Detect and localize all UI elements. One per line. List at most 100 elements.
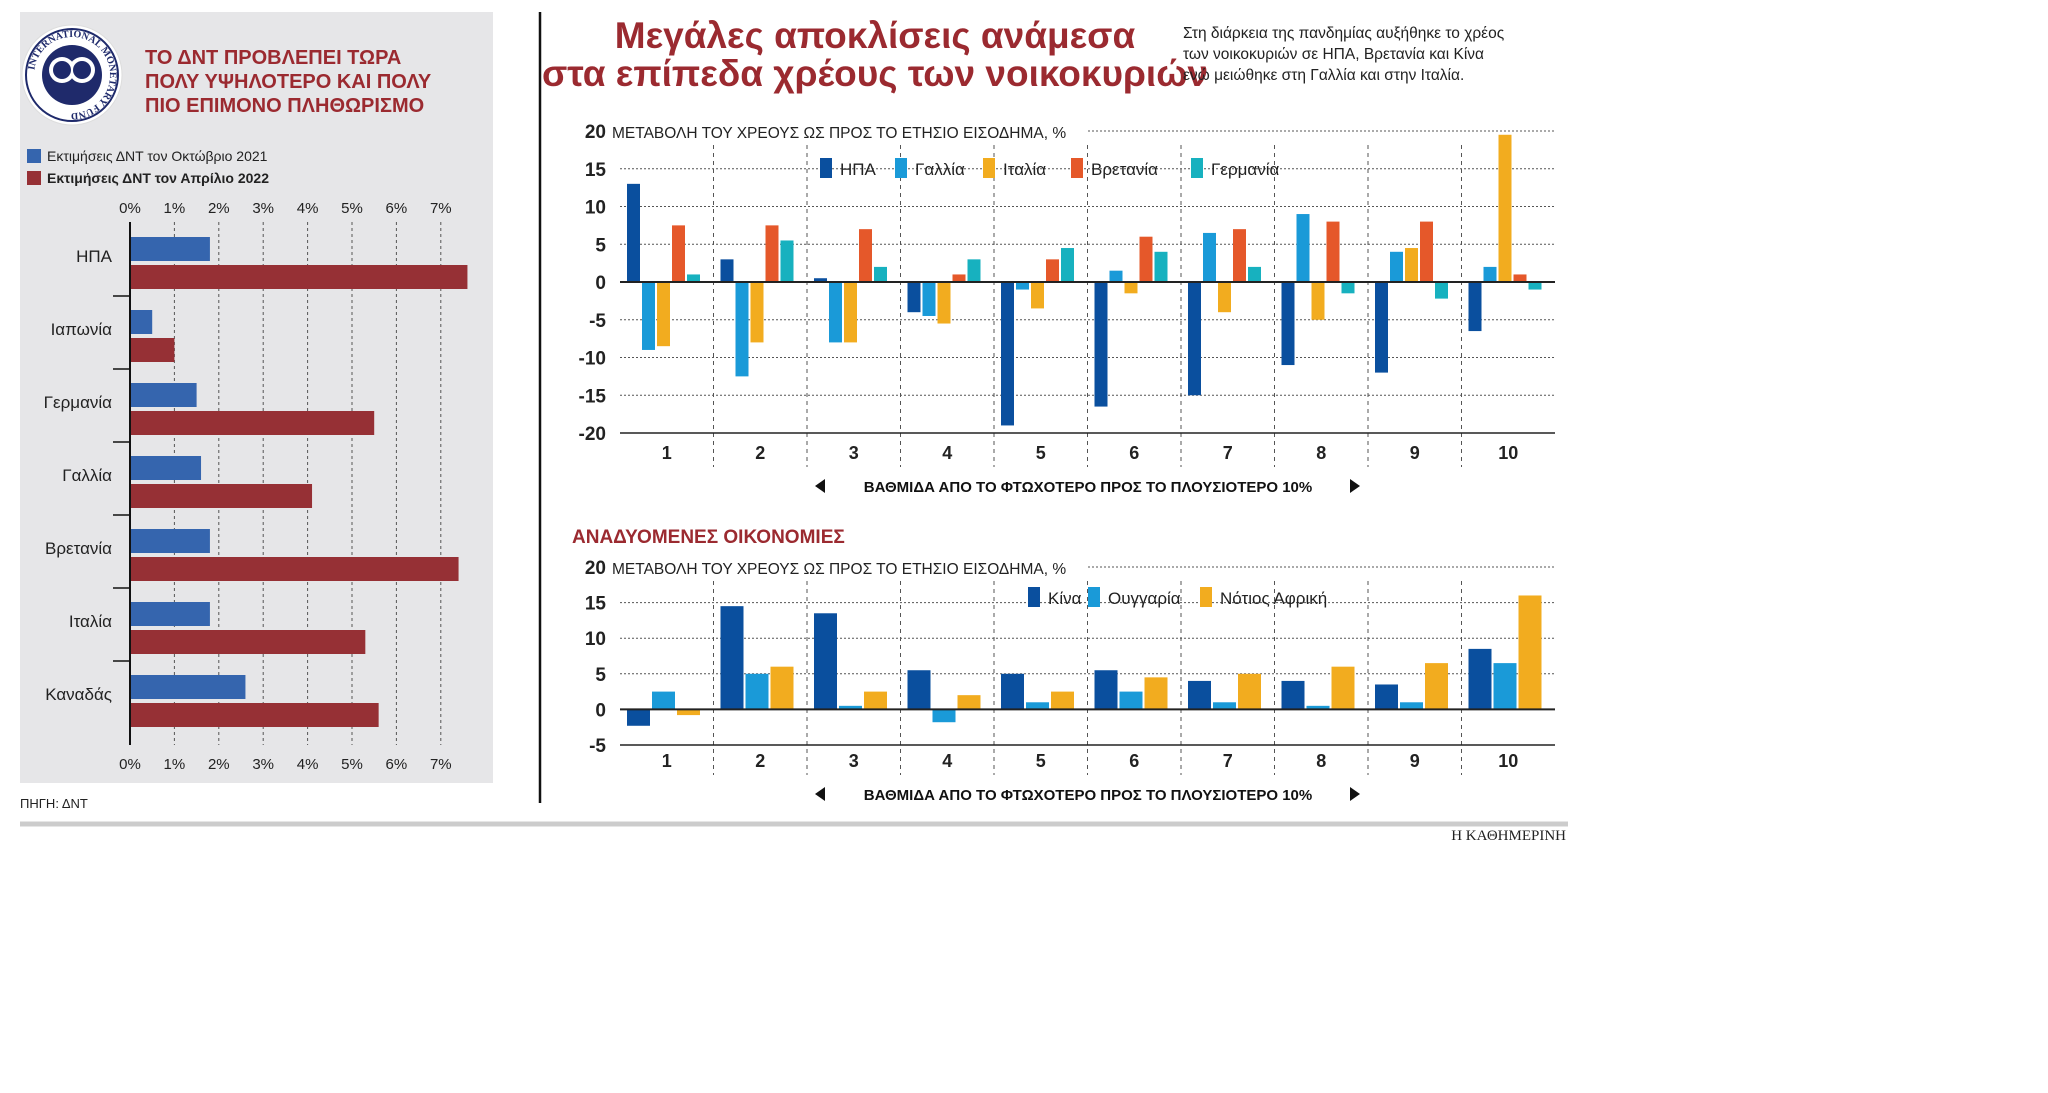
- bar-hungary: [1119, 691, 1143, 710]
- bar-south-africa: [1518, 595, 1542, 710]
- bar-germany: [1061, 248, 1074, 282]
- legend-label-usa: ΗΠΑ: [840, 160, 877, 179]
- legend-swatch-france: [895, 158, 907, 178]
- legend-label: Εκτιμήσεις ΔΝΤ τον Απρίλιο 2022: [47, 170, 269, 186]
- bar-south-africa: [1238, 673, 1261, 710]
- bar-france: [829, 282, 842, 343]
- legend-swatch-usa: [820, 158, 832, 178]
- bar-apr2022: [130, 411, 375, 435]
- bar-uk: [1233, 229, 1246, 282]
- bar-south-africa: [1331, 666, 1355, 710]
- bar-oct2021: [130, 675, 246, 699]
- right-subtitle-line: των νοικοκυριών σε ΗΠΑ, Βρετανία και Κίν…: [1183, 46, 1484, 63]
- bar-france: [1109, 270, 1123, 282]
- x-tick-label: 6: [1129, 443, 1139, 463]
- bar-apr2022: [130, 703, 379, 727]
- y-tick-label: 20: [585, 122, 606, 143]
- category-label: Ιταλία: [69, 612, 112, 631]
- bar-china: [1281, 680, 1305, 710]
- bar-oct2021: [130, 237, 210, 261]
- bar-china: [627, 709, 650, 726]
- y-tick-label: 10: [585, 629, 606, 650]
- y-axis-title: ΜΕΤΑΒΟΛΗ ΤΟΥ ΧΡΕΟΥΣ ΩΣ ΠΡΟΣ ΤΟ ΕΤΗΣΙΟ ΕΙ…: [612, 561, 1066, 578]
- bar-usa: [1188, 282, 1201, 396]
- bar-france: [922, 282, 936, 316]
- bar-usa: [1281, 282, 1295, 366]
- x-tick-label-bottom: 0%: [119, 756, 141, 773]
- bar-china: [1001, 673, 1024, 710]
- bar-south-africa: [1051, 691, 1074, 710]
- bar-south-africa: [677, 709, 700, 716]
- x-axis-title: ΒΑΘΜΙΔΑ ΑΠΟ ΤΟ ΦΤΩΧΟΤΕΡΟ ΠΡΟΣ ΤΟ ΠΛΟΥΣΙΟ…: [864, 479, 1313, 496]
- arrow-right-icon: [1350, 787, 1360, 801]
- category-label: Βρετανία: [45, 539, 112, 558]
- legend-swatch-south-africa: [1200, 587, 1212, 607]
- legend-swatch-china: [1028, 587, 1040, 607]
- x-tick-label-bottom: 2%: [208, 756, 230, 773]
- y-tick-label: -5: [589, 736, 606, 757]
- x-tick-label: 8: [1316, 443, 1326, 463]
- y-tick-label: 5: [595, 235, 606, 256]
- bar-oct2021: [130, 310, 153, 334]
- right-title-line: στα επίπεδα χρέους των νοικοκυριών: [542, 53, 1208, 94]
- bar-oct2021: [130, 602, 210, 626]
- y-tick-label: -10: [579, 349, 606, 370]
- bar-south-africa: [1425, 663, 1448, 710]
- bar-france: [1296, 214, 1310, 282]
- bar-hungary: [1306, 705, 1330, 710]
- category-label: Γαλλία: [62, 466, 112, 485]
- bar-usa: [1375, 282, 1388, 373]
- bar-uk: [952, 274, 966, 282]
- bar-hungary: [932, 709, 956, 723]
- bar-oct2021: [130, 456, 202, 480]
- x-tick-label: 1: [662, 751, 672, 771]
- bar-usa: [907, 282, 921, 313]
- y-axis-title: ΜΕΤΑΒΟΛΗ ΤΟΥ ΧΡΕΟΥΣ ΩΣ ΠΡΟΣ ΤΟ ΕΤΗΣΙΟ ΕΙ…: [612, 125, 1066, 142]
- legend-label-south-africa: Νότιος Αφρική: [1220, 589, 1327, 608]
- x-tick-label: 2: [755, 751, 765, 771]
- x-tick-label-top: 7%: [430, 200, 452, 217]
- bar-france: [735, 282, 749, 377]
- bar-apr2022: [130, 630, 366, 654]
- legend-label: Εκτιμήσεις ΔΝΤ τον Οκτώβριο 2021: [47, 148, 268, 164]
- x-tick-label: 6: [1129, 751, 1139, 771]
- x-tick-label-top: 5%: [341, 200, 363, 217]
- bar-oct2021: [130, 529, 210, 553]
- x-tick-label: 9: [1410, 443, 1420, 463]
- bar-italy: [844, 282, 857, 343]
- x-tick-label: 1: [662, 443, 672, 463]
- x-tick-label-bottom: 5%: [341, 756, 363, 773]
- bar-china: [1188, 680, 1211, 710]
- x-tick-label-top: 6%: [386, 200, 408, 217]
- x-tick-label-top: 1%: [164, 200, 186, 217]
- bar-italy: [657, 282, 670, 347]
- x-tick-label: 7: [1223, 443, 1233, 463]
- bar-oct2021: [130, 383, 197, 407]
- y-tick-label: 5: [595, 665, 606, 686]
- x-tick-label: 2: [755, 443, 765, 463]
- bar-italy: [1218, 282, 1231, 313]
- bar-uk: [1326, 221, 1340, 282]
- legend-swatch: [27, 149, 41, 163]
- right-title-line: Μεγάλες αποκλίσεις ανάμεσα: [615, 15, 1136, 56]
- bar-usa: [1001, 282, 1014, 426]
- bar-germany: [1154, 251, 1168, 282]
- x-tick-label-bottom: 3%: [252, 756, 274, 773]
- x-tick-label: 7: [1223, 751, 1233, 771]
- bar-france: [1016, 282, 1029, 290]
- bar-hungary: [1026, 702, 1049, 710]
- bar-china: [1375, 684, 1398, 710]
- right-subtitle-line: ενώ μειώθηκε στη Γαλλία και στην Ιταλία.: [1183, 67, 1464, 84]
- arrow-left-icon: [815, 787, 825, 801]
- right-subtitle: Στη διάρκεια της πανδημίας αυξήθηκε το χ…: [1183, 25, 1504, 84]
- legend-swatch-italy: [983, 158, 995, 178]
- bar-uk: [1420, 221, 1433, 282]
- section2-title: ΑΝΑΔΥΟΜΕΝΕΣ ΟΙΚΟΝΟΜΙΕΣ: [572, 527, 845, 548]
- bar-italy: [937, 282, 951, 324]
- bar-italy: [1498, 134, 1512, 282]
- arrow-left-icon: [815, 479, 825, 493]
- legend-swatch-hungary: [1088, 587, 1100, 607]
- bar-uk: [859, 229, 872, 282]
